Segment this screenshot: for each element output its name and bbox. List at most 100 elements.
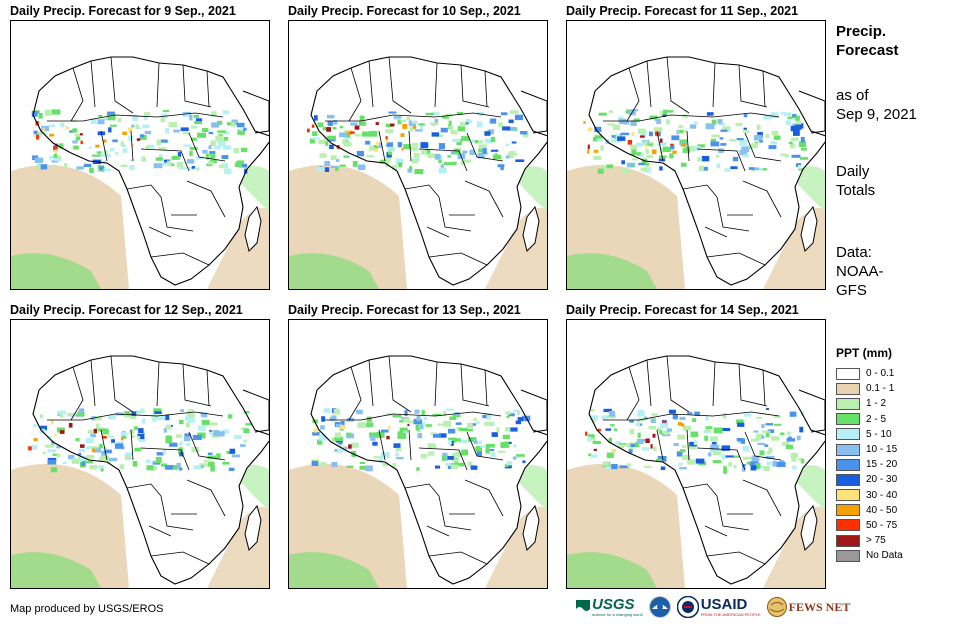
rain-cell bbox=[233, 148, 239, 154]
rain-cell bbox=[464, 159, 472, 163]
noaa-seal-icon bbox=[648, 596, 671, 618]
rain-cell bbox=[795, 120, 802, 127]
rain-cell bbox=[333, 408, 341, 415]
rain-cell bbox=[51, 440, 55, 447]
rain-cell bbox=[713, 427, 723, 434]
rain-cell bbox=[140, 408, 145, 414]
storm-cell bbox=[136, 138, 141, 141]
storm-cell bbox=[95, 144, 100, 148]
storm-cell bbox=[65, 126, 69, 130]
country-border bbox=[378, 130, 386, 162]
rain-cell bbox=[522, 132, 529, 138]
rain-cell bbox=[152, 460, 159, 464]
africa-coastline bbox=[588, 56, 825, 286]
rain-cell bbox=[665, 110, 674, 113]
rain-cell bbox=[408, 120, 414, 127]
rain-cell bbox=[637, 438, 644, 444]
legend-label: 15 - 20 bbox=[866, 459, 898, 471]
rain-cell bbox=[799, 426, 804, 433]
country-border bbox=[744, 431, 782, 461]
rain-cell bbox=[238, 128, 244, 131]
arabia-coastline bbox=[520, 90, 547, 134]
rain-cell bbox=[141, 156, 146, 159]
rain-cell bbox=[679, 129, 683, 133]
rain-cell bbox=[57, 427, 65, 433]
precip-map[interactable] bbox=[288, 319, 548, 589]
rain-cell bbox=[131, 124, 135, 128]
legend-label: 1 - 2 bbox=[866, 398, 887, 410]
rain-cell bbox=[194, 120, 203, 125]
rain-cell bbox=[705, 429, 711, 432]
storm-cell bbox=[122, 131, 127, 136]
as-of-date: as of Sep 9, 2021 bbox=[836, 86, 917, 124]
storm-cell bbox=[583, 121, 586, 124]
rain-cell bbox=[33, 132, 43, 137]
rain-cell bbox=[141, 158, 147, 162]
country-border bbox=[404, 483, 440, 497]
country-border bbox=[418, 447, 468, 471]
rain-cell bbox=[506, 415, 510, 418]
storm-cell bbox=[375, 122, 379, 125]
rain-cell bbox=[621, 160, 625, 165]
rain-cell bbox=[169, 442, 178, 447]
rain-cell bbox=[224, 132, 230, 135]
rain-cell bbox=[611, 138, 620, 143]
storm-cell bbox=[91, 448, 95, 453]
rain-cell bbox=[366, 155, 375, 158]
ppt-legend: PPT (mm) 0 - 0.1 0.1 - 1 1 - 2 2 - 5 5 - 10 1… bbox=[836, 346, 903, 563]
rain-cell bbox=[229, 448, 236, 454]
storm-cell bbox=[59, 430, 65, 434]
rain-cell bbox=[672, 413, 678, 420]
rain-cell bbox=[111, 439, 115, 443]
rain-cell bbox=[56, 453, 61, 458]
rain-cell bbox=[228, 414, 233, 419]
rain-cell bbox=[143, 115, 148, 121]
legend-item: 15 - 20 bbox=[836, 457, 903, 472]
rain-cell bbox=[47, 459, 57, 465]
precip-map[interactable] bbox=[566, 319, 826, 589]
rain-cell bbox=[736, 138, 744, 141]
precip-map[interactable] bbox=[288, 20, 548, 290]
africa-landmass bbox=[311, 57, 547, 285]
rain-cell bbox=[202, 128, 209, 132]
country-border bbox=[656, 429, 664, 461]
rain-cell bbox=[764, 444, 769, 447]
country-border bbox=[426, 226, 450, 238]
rain-cell bbox=[476, 450, 482, 457]
rain-cell bbox=[482, 148, 487, 154]
country-border bbox=[206, 369, 210, 407]
precip-map[interactable] bbox=[10, 20, 270, 290]
rain-cell bbox=[56, 155, 62, 160]
precip-map[interactable] bbox=[10, 319, 270, 589]
rain-cell bbox=[96, 151, 102, 154]
storm-cell bbox=[50, 420, 54, 425]
precip-map[interactable] bbox=[566, 20, 826, 290]
rain-cell bbox=[687, 145, 697, 152]
rain-cell bbox=[54, 158, 62, 162]
rain-cell bbox=[373, 145, 379, 150]
rain-cell bbox=[464, 428, 473, 432]
rain-cell bbox=[428, 451, 435, 456]
rain-cell bbox=[202, 150, 208, 154]
rain-cell bbox=[386, 142, 394, 147]
rain-cell bbox=[636, 422, 641, 426]
country-border bbox=[460, 64, 490, 108]
legend-item: 30 - 40 bbox=[836, 488, 903, 503]
rain-cell bbox=[790, 452, 798, 459]
rain-cell bbox=[403, 430, 407, 434]
rain-cell bbox=[338, 441, 343, 445]
storm-cell bbox=[131, 143, 135, 146]
rain-cell bbox=[452, 138, 461, 143]
rain-cell bbox=[750, 438, 759, 442]
storm-cell bbox=[662, 420, 666, 424]
rain-cell bbox=[98, 428, 107, 432]
country-border bbox=[466, 431, 504, 461]
rain-cell bbox=[522, 460, 526, 464]
rain-cell bbox=[694, 121, 698, 125]
rain-cell bbox=[635, 441, 640, 447]
arabia-coastline bbox=[242, 90, 269, 134]
rain-cell bbox=[42, 451, 47, 454]
usaid-seal-icon bbox=[676, 596, 699, 618]
rain-cell bbox=[661, 433, 671, 437]
rain-cell bbox=[653, 446, 657, 451]
